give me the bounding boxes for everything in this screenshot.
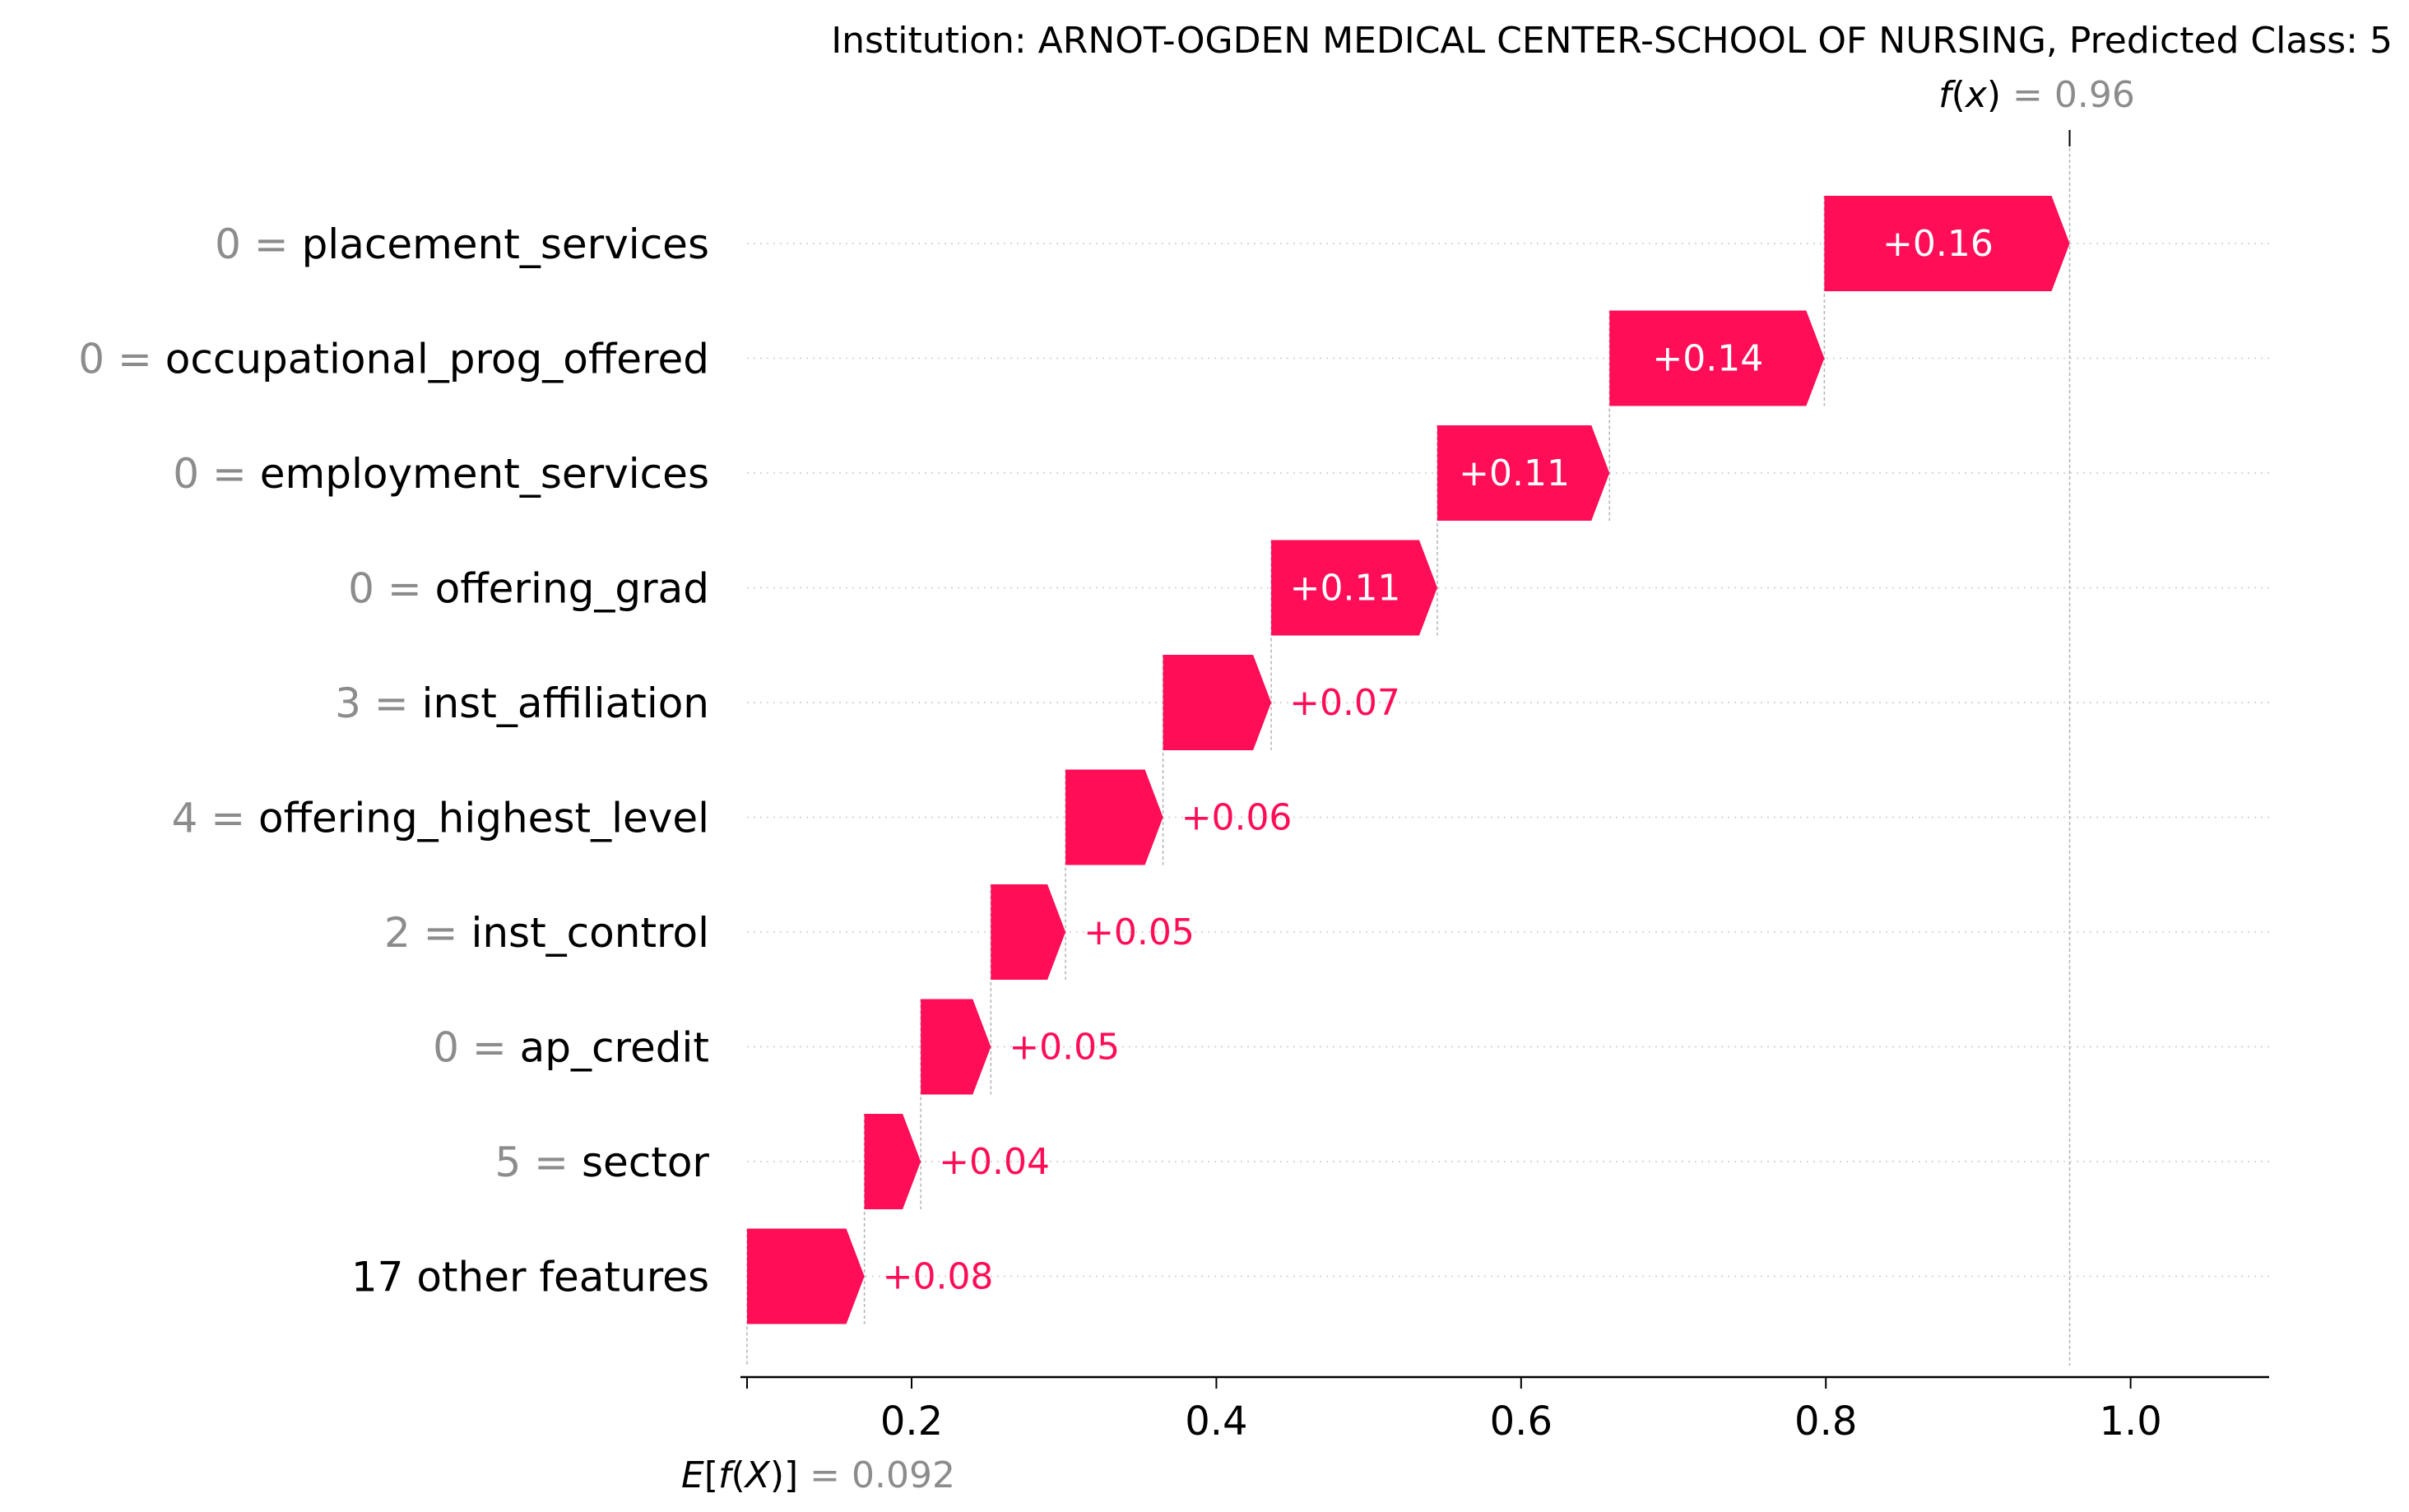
waterfall-bar bbox=[1609, 310, 1825, 406]
base-value-annotation: E[f(X)] = 0.092 bbox=[681, 1454, 955, 1496]
feature-name: inst_control bbox=[471, 909, 709, 957]
feature-label: 4 = offering_highest_level bbox=[172, 795, 710, 842]
x-tick-label: 0.8 bbox=[1794, 1398, 1857, 1445]
feature-value: 0 bbox=[348, 565, 374, 613]
waterfall-bar bbox=[1824, 196, 2070, 291]
x-axis: 0.2 0.4 0.6 0.8 1.0 bbox=[740, 1375, 2269, 1445]
waterfall-bar bbox=[747, 1228, 865, 1324]
feature-label: 0 = ap_credit bbox=[433, 1024, 709, 1072]
feature-name: offering_highest_level bbox=[258, 795, 709, 842]
bar-value-label: +0.16 bbox=[1882, 223, 1994, 265]
bar-value-label: +0.11 bbox=[1459, 452, 1570, 494]
chart-title: Institution: ARNOT-OGDEN MEDICAL CENTER-… bbox=[831, 20, 2393, 62]
feature-label: 5 = sector bbox=[494, 1139, 709, 1186]
bar-value-label: +0.11 bbox=[1290, 568, 1401, 610]
waterfall-bar bbox=[991, 884, 1066, 980]
bar-value-label: +0.07 bbox=[1289, 682, 1400, 724]
value-labels: +0.16 +0.14 +0.11 +0.11 +0.07 +0.06 +0.05 +0.05… bbox=[883, 223, 1994, 1298]
feature-name: inst_affiliation bbox=[422, 679, 709, 727]
feature-value: 2 bbox=[384, 909, 411, 957]
waterfall-bar bbox=[1065, 769, 1163, 865]
base-value-label: E[f(X)] = 0.092 bbox=[681, 1454, 955, 1496]
bar-value-label: +0.04 bbox=[939, 1141, 1050, 1183]
bar-value-label: +0.06 bbox=[1181, 797, 1293, 839]
feature-name: 17 other features bbox=[351, 1254, 709, 1301]
feature-value: 0 bbox=[433, 1024, 459, 1072]
waterfall-bar bbox=[1163, 655, 1272, 750]
x-tick-label: 0.6 bbox=[1490, 1398, 1553, 1445]
waterfall-bar bbox=[921, 999, 991, 1095]
feature-label: 0 = placement_services bbox=[215, 220, 709, 268]
feature-name: placement_services bbox=[302, 220, 709, 268]
x-tick-label: 1.0 bbox=[2099, 1398, 2161, 1445]
waterfall-bar bbox=[1437, 425, 1610, 521]
bar-value-label: +0.05 bbox=[1009, 1027, 1120, 1069]
waterfall-bar bbox=[1271, 540, 1437, 636]
feature-label: 0 = occupational_prog_offered bbox=[78, 336, 709, 383]
x-tick-label: 0.4 bbox=[1185, 1398, 1247, 1445]
feature-labels: 0 = placement_services 0 = occupational_p… bbox=[78, 220, 709, 1301]
feature-name: ap_credit bbox=[520, 1024, 709, 1072]
feature-name: employment_services bbox=[260, 450, 709, 498]
feature-value: 0 bbox=[173, 450, 199, 498]
bars bbox=[747, 196, 2070, 1324]
feature-name: offering_grad bbox=[435, 565, 709, 613]
fx-annotation: f(x) = 0.96 bbox=[1938, 74, 2135, 1366]
feature-value: 3 bbox=[335, 679, 361, 727]
bar-value-label: +0.14 bbox=[1652, 338, 1763, 380]
feature-value: 0 bbox=[78, 336, 104, 383]
feature-label: 0 = employment_services bbox=[173, 450, 709, 498]
feature-label: 0 = offering_grad bbox=[348, 565, 709, 613]
feature-value: 5 bbox=[494, 1139, 521, 1186]
feature-value: 0 bbox=[215, 220, 241, 268]
bar-value-label: +0.08 bbox=[883, 1256, 994, 1298]
waterfall-bar bbox=[864, 1114, 921, 1209]
x-tick-label: 0.2 bbox=[880, 1398, 943, 1445]
feature-label: 2 = inst_control bbox=[384, 909, 709, 957]
gridlines bbox=[747, 243, 2269, 1278]
feature-name: sector bbox=[582, 1139, 709, 1186]
feature-label: 17 other features bbox=[351, 1254, 709, 1301]
feature-name: occupational_prog_offered bbox=[165, 336, 709, 383]
fx-label: f(x) = 0.96 bbox=[1938, 74, 2135, 116]
bar-value-label: +0.05 bbox=[1084, 911, 1195, 953]
feature-value: 4 bbox=[172, 795, 198, 842]
feature-label: 3 = inst_affiliation bbox=[335, 679, 709, 727]
